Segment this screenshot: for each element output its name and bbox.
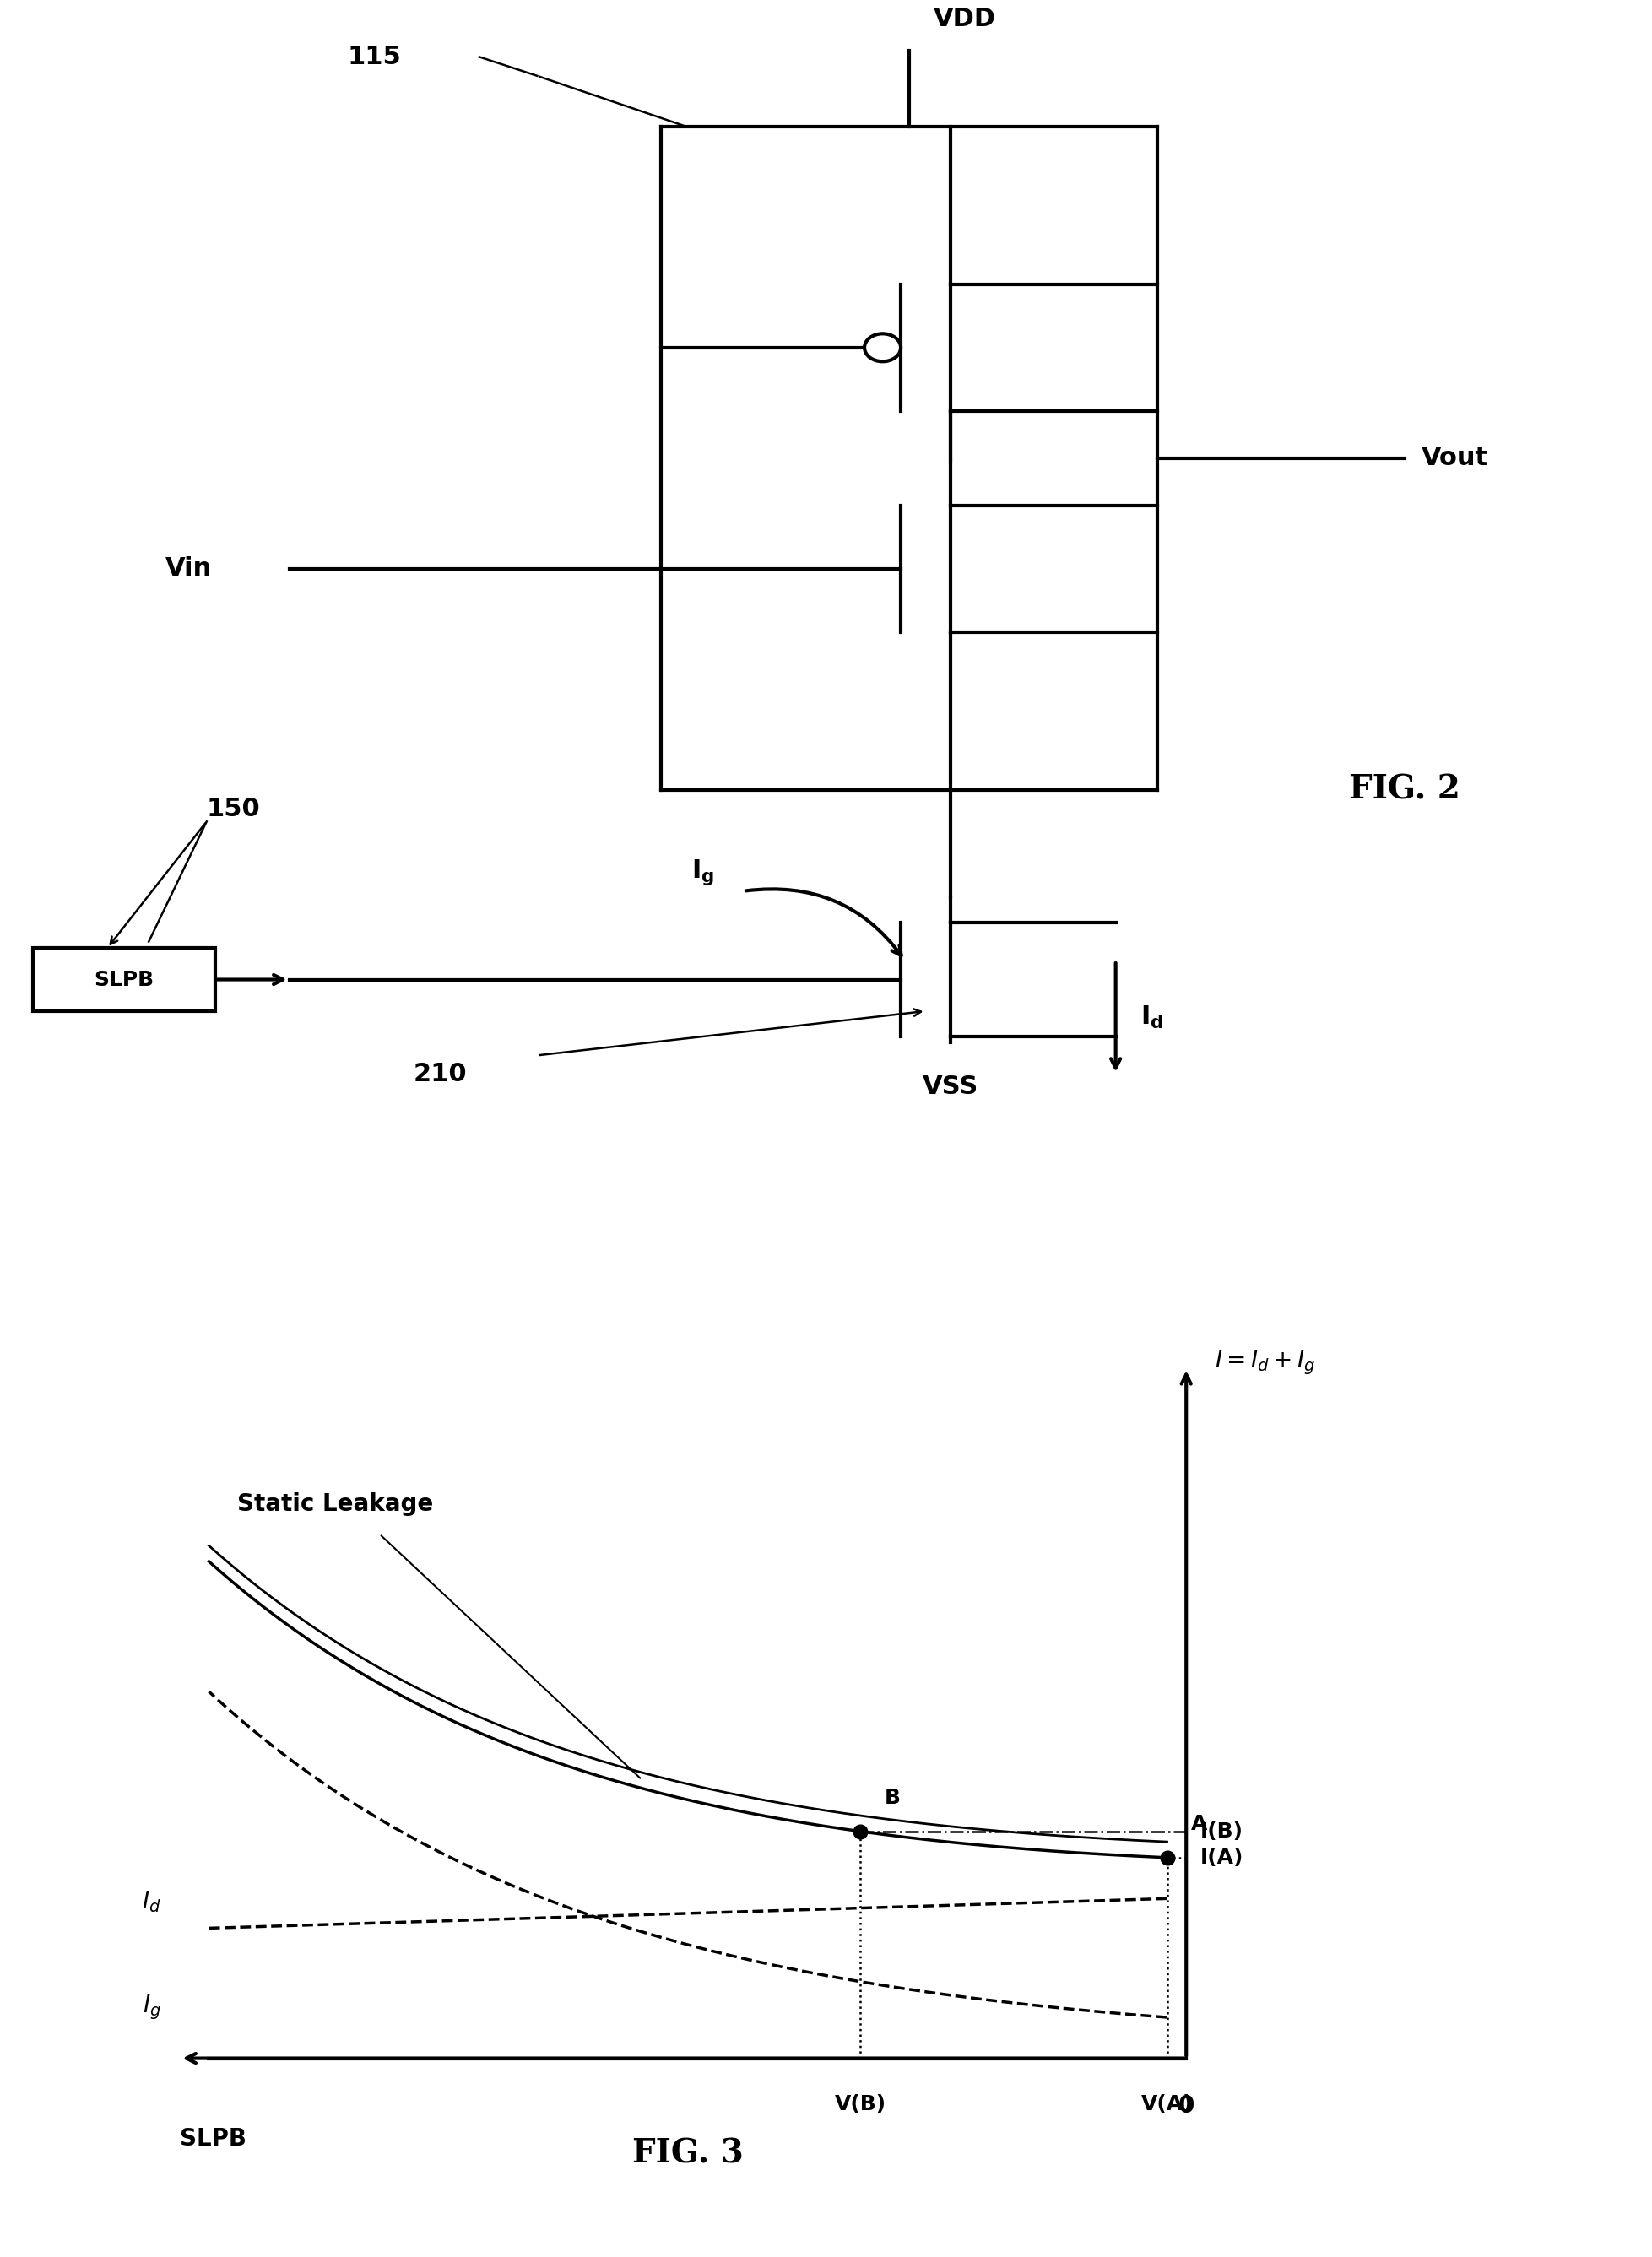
Text: $I_g$: $I_g$ [142, 1993, 160, 2022]
Text: V(B): V(B) [834, 2094, 885, 2115]
Text: FIG. 2: FIG. 2 [1348, 774, 1460, 806]
Text: $\mathbf{I_g}$: $\mathbf{I_g}$ [691, 858, 714, 887]
Text: V(A): V(A) [1140, 2094, 1193, 2115]
Text: SLPB: SLPB [94, 971, 154, 989]
Text: $I = I_d + I_g$: $I = I_d + I_g$ [1214, 1347, 1315, 1377]
Text: I(B): I(B) [1199, 1821, 1242, 1842]
Text: VDD: VDD [933, 7, 996, 32]
Text: VSS: VSS [922, 1074, 978, 1099]
Text: Vout: Vout [1421, 447, 1487, 469]
Text: $\mathbf{I_d}$: $\mathbf{I_d}$ [1140, 1004, 1163, 1031]
Text: B: B [884, 1788, 900, 1808]
Text: 210: 210 [413, 1063, 466, 1086]
Text: $I_d$: $I_d$ [142, 1889, 160, 1914]
Text: 115: 115 [347, 45, 401, 70]
Text: A: A [1191, 1815, 1206, 1835]
Text: I(A): I(A) [1199, 1848, 1244, 1869]
Text: 150: 150 [206, 797, 261, 822]
Text: Static Leakage: Static Leakage [238, 1492, 433, 1517]
Text: FIG. 3: FIG. 3 [633, 2137, 743, 2169]
FancyBboxPatch shape [33, 948, 215, 1011]
Text: SLPB: SLPB [180, 2128, 246, 2151]
Text: 0: 0 [1178, 2094, 1194, 2117]
Text: Vin: Vin [165, 557, 211, 580]
